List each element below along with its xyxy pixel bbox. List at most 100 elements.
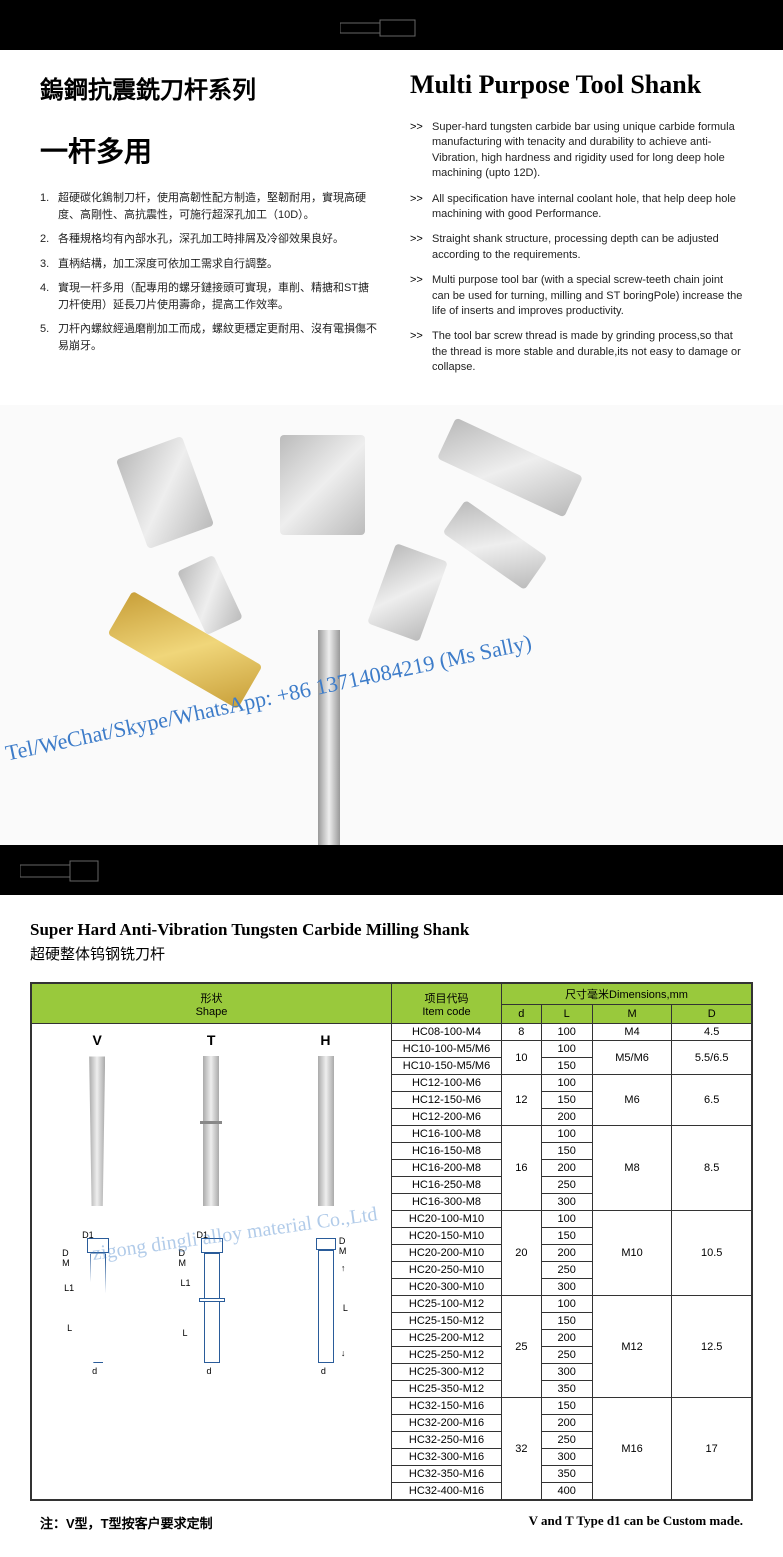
- col-d: d: [502, 1005, 542, 1024]
- cell-L: 350: [541, 1381, 592, 1398]
- cell-code: HC12-200-M6: [392, 1109, 502, 1126]
- cell-d: 20: [502, 1211, 542, 1296]
- cell-L: 150: [541, 1092, 592, 1109]
- cell-code: HC16-150-M8: [392, 1143, 502, 1160]
- mid-tool-icon: [20, 855, 100, 885]
- cell-code: HC25-200-M12: [392, 1330, 502, 1347]
- cell-L: 350: [541, 1466, 592, 1483]
- cell-code: HC25-250-M12: [392, 1347, 502, 1364]
- cell-M: M4: [592, 1024, 672, 1041]
- cell-D: 12.5: [672, 1296, 752, 1398]
- tool-head-3: [437, 418, 583, 518]
- cell-L: 200: [541, 1109, 592, 1126]
- cell-d: 16: [502, 1126, 542, 1211]
- cell-code: HC12-100-M6: [392, 1075, 502, 1092]
- cell-L: 300: [541, 1364, 592, 1381]
- central-shank: [318, 630, 340, 845]
- table-row: VTHD1DML1LdD1DML1LdDMLd↑↓HC08-100-M48100…: [32, 1024, 752, 1041]
- watermark-contact: Tel/WeChat/Skype/WhatsApp: +86 137140842…: [3, 630, 534, 767]
- cell-L: 250: [541, 1432, 592, 1449]
- cell-d: 12: [502, 1075, 542, 1126]
- tool-head-2: [280, 435, 365, 535]
- cell-code: HC32-250-M16: [392, 1432, 502, 1449]
- col-D: D: [672, 1005, 752, 1024]
- feature-cn-item: 3.直柄結構，加工深度可依加工需求自行調整。: [40, 256, 380, 273]
- cell-M: M10: [592, 1211, 672, 1296]
- section2-title-en: Super Hard Anti-Vibration Tungsten Carbi…: [30, 920, 753, 940]
- feature-en-item: >>Straight shank structure, processing d…: [410, 232, 743, 263]
- cell-L: 250: [541, 1177, 592, 1194]
- cell-M: M5/M6: [592, 1041, 672, 1075]
- cell-code: HC25-300-M12: [392, 1364, 502, 1381]
- cell-code: HC20-300-M10: [392, 1279, 502, 1296]
- tool-head-6: [367, 544, 448, 643]
- cell-d: 8: [502, 1024, 542, 1041]
- cell-code: HC10-100-M5/M6: [392, 1041, 502, 1058]
- cell-L: 100: [541, 1296, 592, 1313]
- cell-L: 250: [541, 1347, 592, 1364]
- cell-D: 8.5: [672, 1126, 752, 1211]
- spec-table-wrap: 形状 Shape 项目代码 Item code 尺寸毫米Dimensions,m…: [30, 982, 753, 1501]
- left-column: 鎢鋼抗震銑刀杆系列 一杆多用 1.超硬碳化鎢制刀杆，使用高韌性配方制造，堅韌耐用…: [40, 70, 380, 385]
- shank-v-icon: [89, 1056, 105, 1206]
- cell-D: 17: [672, 1398, 752, 1500]
- col-L: L: [541, 1005, 592, 1024]
- feature-en-item: >>Multi purpose tool bar (with a special…: [410, 273, 743, 319]
- cell-code: HC25-350-M12: [392, 1381, 502, 1398]
- cell-d: 10: [502, 1041, 542, 1075]
- cell-M: M16: [592, 1398, 672, 1500]
- feature-cn-item: 1.超硬碳化鎢制刀杆，使用高韌性配方制造，堅韌耐用，實現高硬度、高剛性、高抗震性…: [40, 190, 380, 223]
- cell-L: 150: [541, 1313, 592, 1330]
- features-list-english: >>Super-hard tungsten carbide bar using …: [410, 120, 743, 375]
- cell-L: 200: [541, 1245, 592, 1262]
- footer-en: V and T Type d1 can be Custom made.: [529, 1513, 743, 1532]
- cell-L: 100: [541, 1041, 592, 1058]
- cell-L: 300: [541, 1279, 592, 1296]
- cell-code: HC32-350-M16: [392, 1466, 502, 1483]
- cell-D: 4.5: [672, 1024, 752, 1041]
- cell-code: HC25-150-M12: [392, 1313, 502, 1330]
- feature-en-item: >>All specification have internal coolan…: [410, 192, 743, 223]
- cell-code: HC12-150-M6: [392, 1092, 502, 1109]
- cell-L: 400: [541, 1483, 592, 1500]
- spec-section: Super Hard Anti-Vibration Tungsten Carbi…: [0, 895, 783, 1557]
- cell-L: 150: [541, 1143, 592, 1160]
- cell-code: HC20-100-M10: [392, 1211, 502, 1228]
- cell-D: 10.5: [672, 1211, 752, 1296]
- top-black-band: [0, 0, 783, 50]
- hero-product-image: Tel/WeChat/Skype/WhatsApp: +86 137140842…: [0, 405, 783, 845]
- cell-M: M6: [592, 1075, 672, 1126]
- cell-L: 150: [541, 1058, 592, 1075]
- cell-d: 25: [502, 1296, 542, 1398]
- footer-cn: 注：V型，T型按客户要求定制: [40, 1513, 213, 1532]
- cell-code: HC25-100-M12: [392, 1296, 502, 1313]
- feature-cn-item: 2.各種規格均有內部水孔，深孔加工時排屑及冷卻效果良好。: [40, 231, 380, 248]
- shank-t-icon: [203, 1056, 219, 1206]
- cell-code: HC32-400-M16: [392, 1483, 502, 1500]
- cell-d: 32: [502, 1398, 542, 1500]
- cell-code: HC16-100-M8: [392, 1126, 502, 1143]
- col-shape: 形状 Shape: [32, 984, 392, 1024]
- cell-L: 200: [541, 1330, 592, 1347]
- title-chinese: 鎢鋼抗震銑刀杆系列: [40, 70, 380, 105]
- cell-L: 150: [541, 1398, 592, 1415]
- col-M: M: [592, 1005, 672, 1024]
- cell-L: 100: [541, 1075, 592, 1092]
- cell-M: M12: [592, 1296, 672, 1398]
- title-english: Multi Purpose Tool Shank: [410, 70, 743, 100]
- cell-L: 250: [541, 1262, 592, 1279]
- cell-code: HC10-150-M5/M6: [392, 1058, 502, 1075]
- feature-cn-item: 4.實現一杆多用（配專用的螺牙鏈接頭可實現，車削、精搪和ST搪刀杆使用）延長刀片…: [40, 280, 380, 313]
- cell-code: HC20-200-M10: [392, 1245, 502, 1262]
- subtitle-chinese: 一杆多用: [40, 130, 380, 170]
- cell-L: 300: [541, 1449, 592, 1466]
- feature-en-item: >>The tool bar screw thread is made by g…: [410, 329, 743, 375]
- mid-black-band: [0, 845, 783, 895]
- features-list-chinese: 1.超硬碳化鎢制刀杆，使用高韌性配方制造，堅韌耐用，實現高硬度、高剛性、高抗震性…: [40, 190, 380, 354]
- cell-code: HC16-200-M8: [392, 1160, 502, 1177]
- cell-L: 100: [541, 1211, 592, 1228]
- cell-code: HC08-100-M4: [392, 1024, 502, 1041]
- cell-L: 300: [541, 1194, 592, 1211]
- feature-cn-item: 5.刀杆內螺紋經過磨削加工而成，螺紋更穩定更耐用、沒有電損傷不易崩牙。: [40, 321, 380, 354]
- cell-code: HC32-150-M16: [392, 1398, 502, 1415]
